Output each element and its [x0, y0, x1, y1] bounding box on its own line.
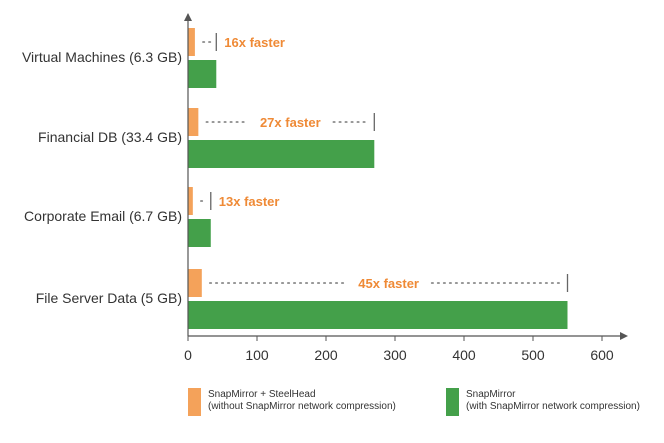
- x-tick-label-100: 100: [245, 347, 269, 363]
- legend-swatch-snapmirror: [446, 388, 459, 416]
- x-tick-label-300: 300: [383, 347, 407, 363]
- annotation-label-virtual-machines-6-3-gb: 16x faster: [224, 35, 285, 50]
- bar-snapmirror-file-server-data-5-gb: [188, 301, 568, 329]
- x-axis-arrow: [620, 332, 628, 340]
- bar-steelhead-file-server-data-5-gb: [188, 269, 202, 297]
- annotation-label-financial-db-33-4-gb: 27x faster: [260, 115, 321, 130]
- legend-detail-snapmirror: (with SnapMirror network compression): [466, 401, 640, 412]
- legend-detail-steelhead: (without SnapMirror network compression): [208, 401, 396, 412]
- bar-snapmirror-virtual-machines-6-3-gb: [188, 60, 217, 88]
- category-label-file-server-data-5-gb: File Server Data (5 GB): [36, 290, 182, 306]
- y-axis-arrow: [184, 13, 192, 21]
- x-tick-label-500: 500: [521, 347, 545, 363]
- bar-steelhead-virtual-machines-6-3-gb: [188, 28, 195, 56]
- category-label-virtual-machines-6-3-gb: Virtual Machines (6.3 GB): [22, 49, 182, 65]
- category-label-financial-db-33-4-gb: Financial DB (33.4 GB): [38, 129, 182, 145]
- bar-snapmirror-financial-db-33-4-gb: [188, 140, 375, 168]
- annotation-label-file-server-data-5-gb: 45x faster: [358, 276, 419, 291]
- legend-label-steelhead: SnapMirror + SteelHead: [208, 389, 316, 400]
- bar-steelhead-corporate-email-6-7-gb: [188, 187, 193, 215]
- x-tick-label-200: 200: [314, 347, 338, 363]
- x-tick-label-0: 0: [184, 347, 192, 363]
- bar-steelhead-financial-db-33-4-gb: [188, 108, 199, 136]
- bar-chart: Virtual Machines (6.3 GB) Financial DB (3…: [22, 13, 628, 363]
- bar-snapmirror-corporate-email-6-7-gb: [188, 219, 211, 247]
- x-tick-label-600: 600: [590, 347, 614, 363]
- annotation-label-corporate-email-6-7-gb: 13x faster: [219, 194, 280, 209]
- x-tick-label-400: 400: [452, 347, 476, 363]
- category-label-corporate-email-6-7-gb: Corporate Email (6.7 GB): [24, 208, 182, 224]
- legend-label-snapmirror: SnapMirror: [466, 389, 516, 400]
- legend-swatch-steelhead: [188, 388, 201, 416]
